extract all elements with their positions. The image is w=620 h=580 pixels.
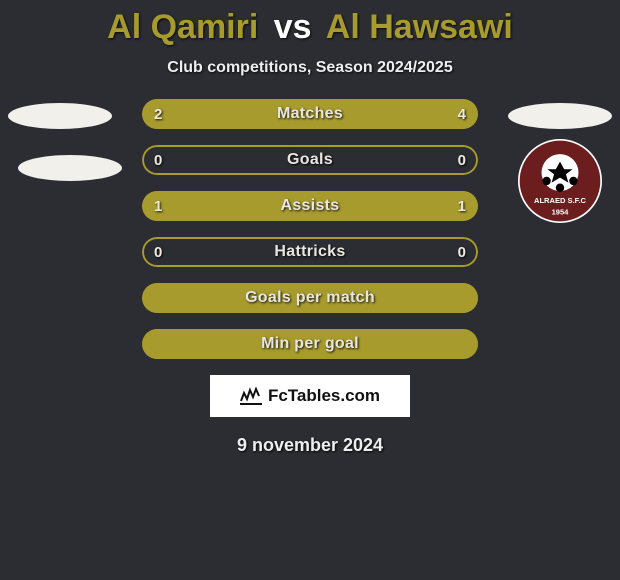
attribution-text: FcTables.com <box>268 386 380 406</box>
stat-row-goals: 00Goals <box>142 145 478 175</box>
snapshot-date: 9 november 2024 <box>0 435 620 456</box>
player1-photo-placeholder-bottom <box>18 155 122 181</box>
stat-row-hattricks: 00Hattricks <box>142 237 478 267</box>
comparison-arena: ALRAED S.F.C 1954 24Matches 00Goals 11Assi… <box>0 99 620 359</box>
spark-icon <box>240 387 262 405</box>
stat-label: Assists <box>142 191 478 221</box>
stat-label: Goals <box>142 145 478 175</box>
club-badge-icon: ALRAED S.F.C 1954 <box>518 139 602 223</box>
player2-photo-placeholder-top <box>508 103 612 129</box>
stat-label: Min per goal <box>142 329 478 359</box>
svg-text:1954: 1954 <box>552 208 570 217</box>
player2-club-badge: ALRAED S.F.C 1954 <box>518 139 602 223</box>
subtitle: Club competitions, Season 2024/2025 <box>0 59 620 77</box>
stat-bars: 24Matches 00Goals 11Assists 00Hattricks Goal… <box>142 99 478 359</box>
svg-text:ALRAED S.F.C: ALRAED S.F.C <box>534 196 587 205</box>
page-title: Al Qamiri vs Al Hawsawi <box>0 0 620 47</box>
title-vs: vs <box>274 8 312 46</box>
stat-label: Matches <box>142 99 478 129</box>
stat-row-matches: 24Matches <box>142 99 478 129</box>
stat-label: Goals per match <box>142 283 478 313</box>
stat-row-min-per-goal: Min per goal <box>142 329 478 359</box>
title-player1: Al Qamiri <box>107 8 258 46</box>
stat-label: Hattricks <box>142 237 478 267</box>
stat-row-assists: 11Assists <box>142 191 478 221</box>
stat-row-goals-per-match: Goals per match <box>142 283 478 313</box>
player1-photo-placeholder-top <box>8 103 112 129</box>
title-player2: Al Hawsawi <box>326 8 513 46</box>
attribution-badge: FcTables.com <box>210 375 410 417</box>
